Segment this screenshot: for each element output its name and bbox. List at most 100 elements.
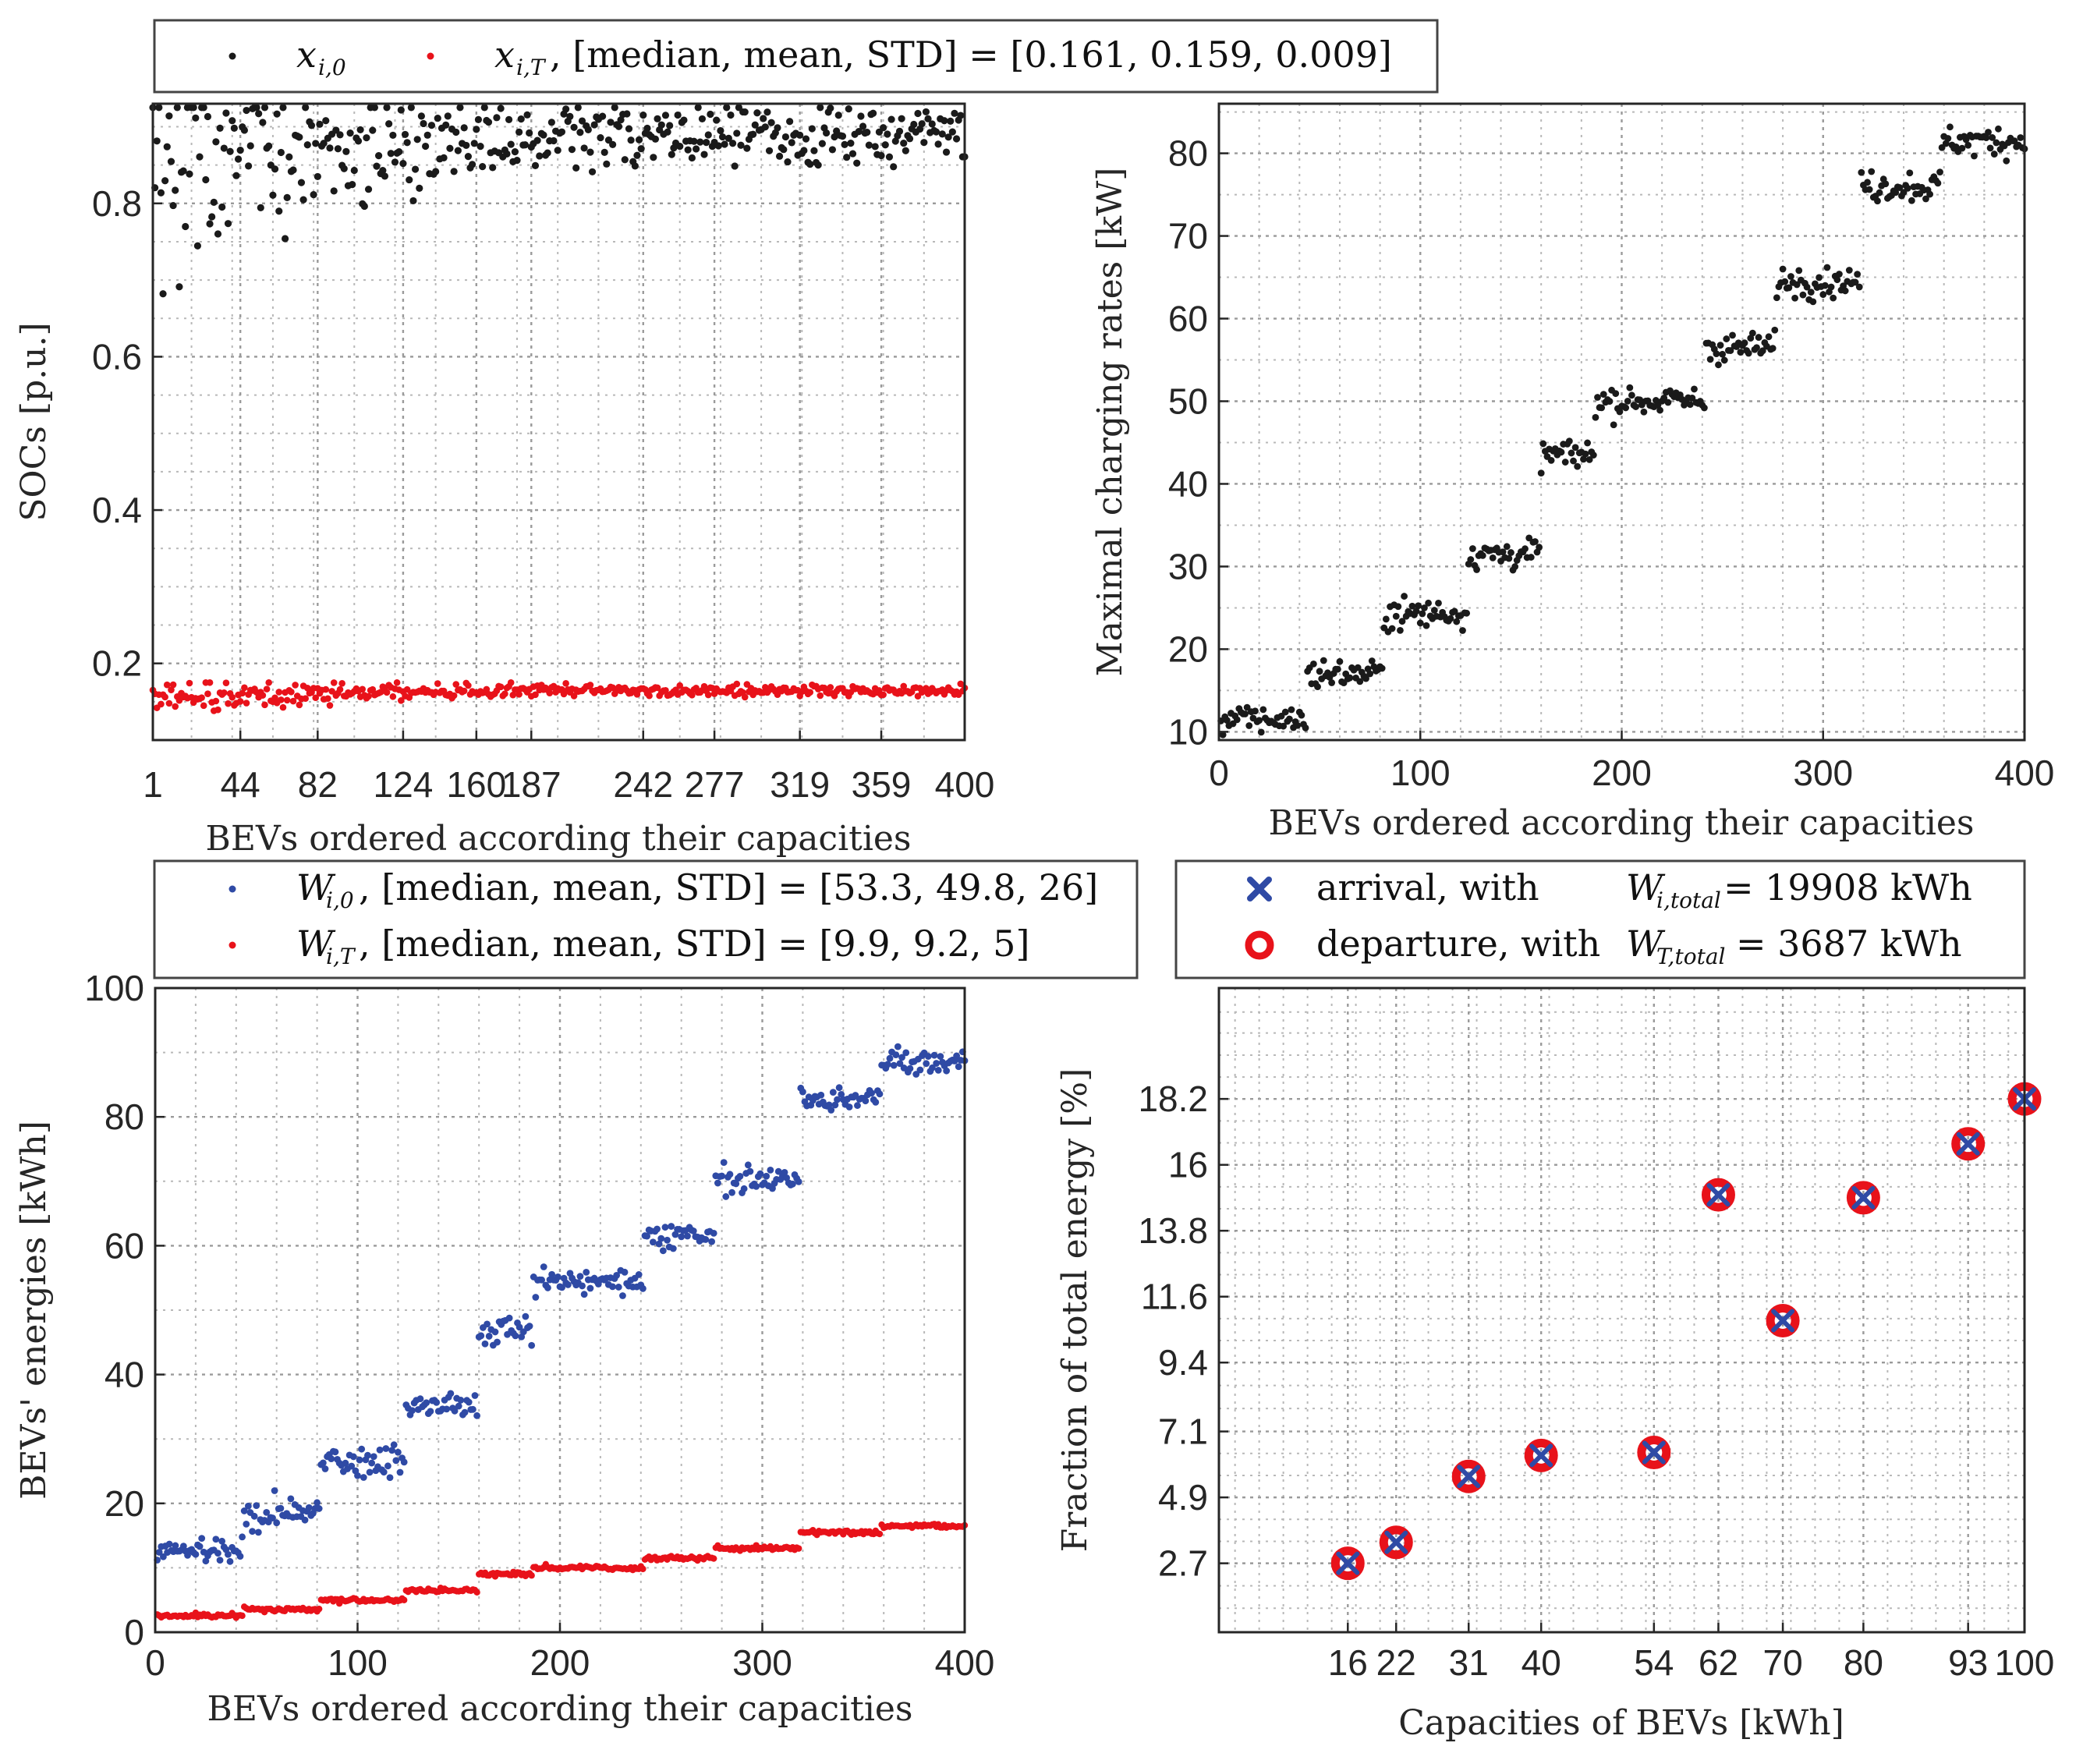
soc-arrival-point: [857, 112, 865, 120]
x-tick-label: 54: [1634, 1642, 1674, 1683]
y-tick-label: 40: [1168, 463, 1208, 504]
soc-arrival-point: [554, 147, 561, 154]
soc-departure-point: [292, 682, 299, 689]
soc-arrival-point: [566, 112, 574, 120]
energy-arrival-point: [668, 1223, 675, 1230]
soc-departure-point: [389, 692, 397, 700]
legend-symbol-x-iT: x: [494, 34, 515, 76]
y-tick-label: 50: [1168, 381, 1208, 422]
rate-point: [1958, 144, 1966, 152]
soc-arrival-point: [843, 154, 851, 161]
soc-arrival-point: [718, 133, 727, 141]
energy-arrival-point: [370, 1453, 377, 1461]
rate-point: [1294, 721, 1302, 729]
energy-arrival-point: [416, 1395, 424, 1403]
soc-arrival-point: [607, 119, 615, 126]
x-tick-label: 31: [1449, 1642, 1489, 1683]
rate-point: [1522, 545, 1529, 553]
y-tick-label: 7.1: [1158, 1412, 1208, 1452]
soc-arrival-point: [316, 120, 324, 128]
soc-departure-point: [279, 703, 287, 711]
soc-arrival-point: [948, 128, 956, 136]
energy-arrival-point: [356, 1456, 363, 1464]
rate-point: [1570, 457, 1577, 465]
soc-arrival-point: [193, 242, 201, 250]
soc-arrival-point: [375, 152, 383, 160]
soc-arrival-point: [918, 120, 926, 128]
energy-arrival-point: [554, 1273, 561, 1280]
rate-point: [1827, 283, 1835, 291]
energy-arrival-point: [544, 1284, 551, 1291]
soc-arrival-point: [186, 170, 193, 178]
soc-arrival-point: [165, 112, 173, 120]
energy-arrival-point: [548, 1270, 556, 1278]
soc-arrival-point: [562, 105, 570, 113]
soc-arrival-point: [724, 134, 732, 142]
soc-arrival-point: [942, 148, 951, 156]
energy-arrival-point: [239, 1533, 246, 1541]
legend-symbol-x-i0: x: [296, 34, 317, 76]
soc-arrival-point: [226, 147, 234, 155]
rate-point: [1453, 618, 1461, 625]
soc-arrival-point: [784, 158, 792, 166]
soc-departure-point: [515, 691, 523, 698]
soc-departure-point: [186, 679, 193, 687]
soc-arrival-point: [493, 114, 501, 122]
soc-arrival-point: [265, 142, 273, 150]
rate-point: [1378, 664, 1386, 672]
x-tick-label: 80: [1844, 1642, 1883, 1683]
soc-arrival-point: [200, 104, 207, 112]
energy-arrival-point: [443, 1405, 451, 1413]
rate-point: [1565, 437, 1573, 445]
soc-arrival-point: [497, 104, 505, 112]
rate-point: [1664, 398, 1672, 406]
rate-point: [1242, 710, 1249, 717]
soc-arrival-point: [332, 126, 340, 134]
y-tick-label: 80: [1168, 133, 1208, 174]
energy-arrival-point: [358, 1445, 366, 1453]
energy-arrival-point: [254, 1528, 262, 1536]
rate-point: [1421, 604, 1428, 611]
soc-departure-point: [312, 694, 320, 702]
energy-arrival-point: [678, 1233, 685, 1241]
legend-marker-departure: [1245, 930, 1274, 960]
soc-arrival-point: [517, 115, 525, 123]
fraction-departure-point: [1701, 1178, 1735, 1212]
soc-arrival-point: [928, 120, 936, 128]
energy-arrival-point: [376, 1446, 384, 1454]
y-tick-label: 30: [1168, 546, 1208, 586]
energy-arrival-point: [271, 1487, 278, 1494]
soc-arrival-point: [703, 139, 710, 147]
soc-arrival-point: [818, 140, 826, 147]
soc-arrival-point: [834, 112, 842, 119]
energy-arrival-point: [829, 1089, 837, 1096]
soc-arrival-point: [578, 117, 586, 125]
energy-arrival-point: [609, 1283, 616, 1291]
rate-point: [1561, 459, 1569, 466]
x-tick-label: 400: [935, 1642, 995, 1683]
rate-point: [1557, 448, 1565, 456]
y-tick-label: 0.2: [92, 643, 142, 684]
energy-arrival-point: [763, 1172, 770, 1180]
energy-arrival-point: [827, 1107, 835, 1114]
x-tick-label: 160: [446, 764, 506, 805]
rate-point: [1459, 627, 1466, 634]
soc-arrival-point: [743, 144, 751, 152]
soc-departure-point: [817, 692, 824, 700]
soc-arrival-point: [310, 190, 317, 199]
soc-arrival-point: [749, 130, 757, 138]
energy-arrival-point: [892, 1051, 900, 1059]
x-tick-label: 187: [501, 764, 561, 805]
rate-point: [1412, 607, 1420, 615]
soc-arrival-point: [285, 153, 293, 161]
soc-arrival-point: [246, 142, 254, 150]
soc-arrival-point: [216, 124, 224, 132]
soc-arrival-point: [349, 180, 356, 189]
energy-arrival-point: [390, 1441, 398, 1449]
rate-point: [1892, 189, 1900, 197]
soc-arrival-point: [515, 128, 523, 136]
rate-point: [1245, 722, 1253, 729]
rate-point: [1547, 456, 1555, 464]
energy-arrival-point: [831, 1101, 839, 1109]
soc-arrival-point: [808, 125, 816, 133]
